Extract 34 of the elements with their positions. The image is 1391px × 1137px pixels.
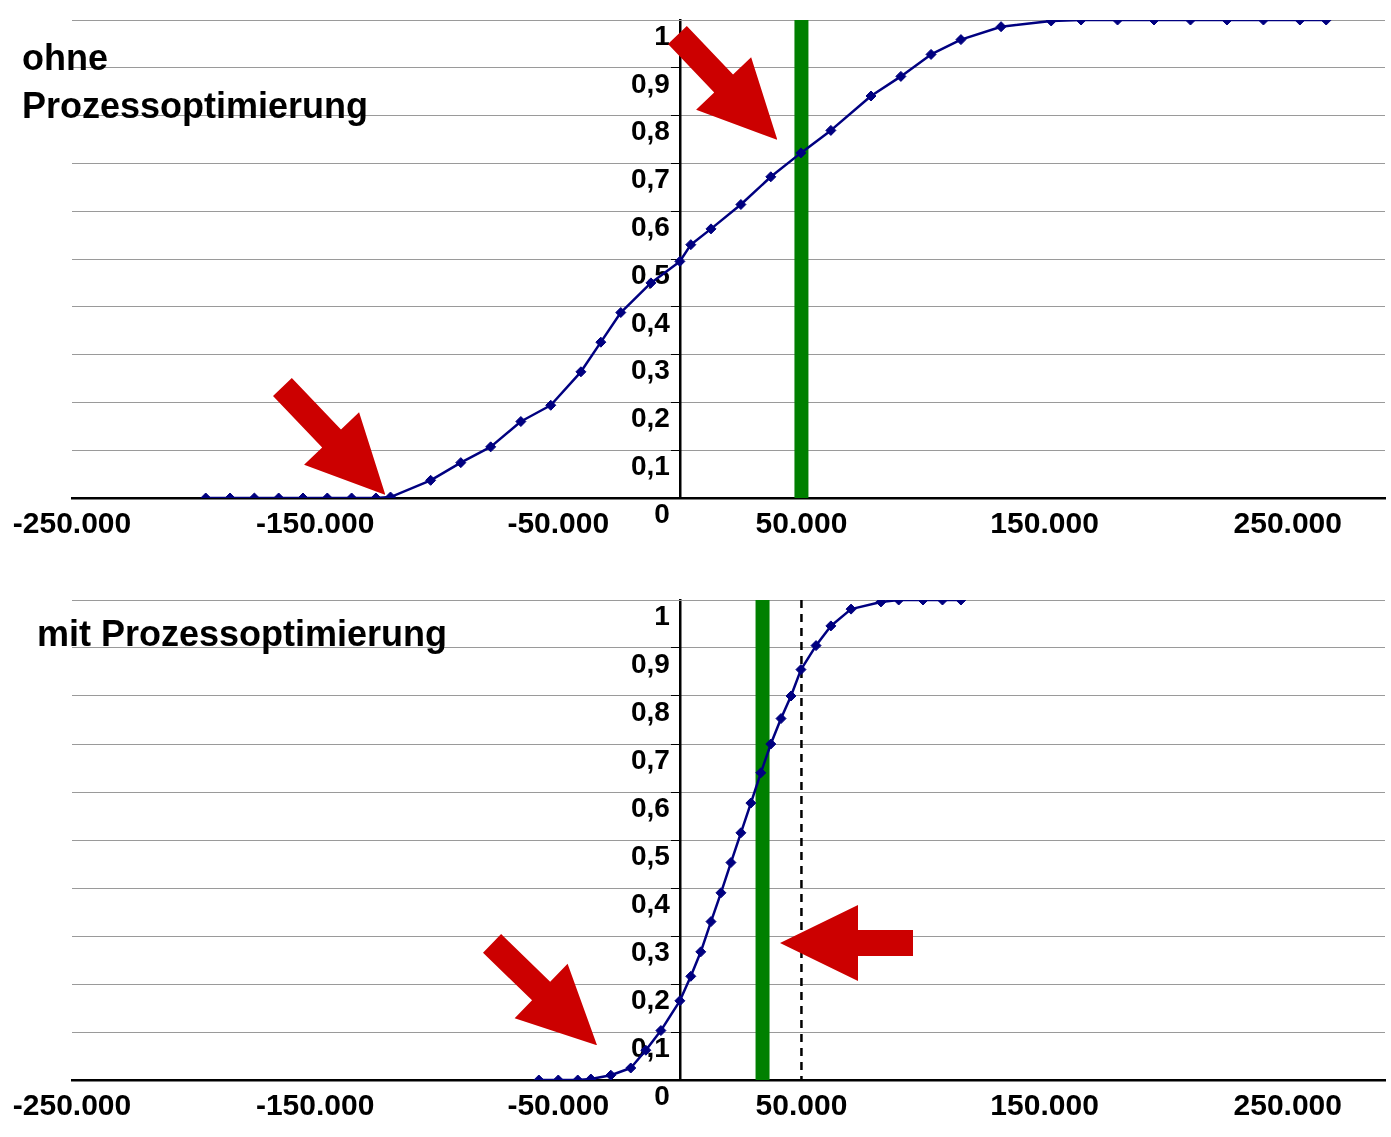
x-tick-label: -250.000: [12, 506, 132, 540]
x-tick-label: -50.000: [507, 1088, 610, 1122]
y-tick-label: 0,3: [630, 935, 670, 967]
y-tick-label: 0,2: [630, 983, 670, 1015]
y-tick-label: 0,3: [630, 354, 670, 386]
y-tick-label: 0,7: [630, 163, 670, 195]
y-tick-label: 0: [654, 1079, 670, 1111]
y-tick-label: 0: [654, 497, 670, 529]
x-tick-label: -250.000: [12, 1088, 132, 1122]
y-tick-label: 0,7: [630, 743, 670, 775]
y-tick-label: 0,8: [630, 695, 670, 727]
text: ohne Prozessoptimierung: [22, 36, 370, 128]
y-tick-label: 0,9: [630, 647, 670, 679]
y-tick-label: 0,5: [630, 839, 670, 871]
x-tick-label: 150.000: [990, 506, 1099, 540]
x-tick-label: 250.000: [1233, 1088, 1342, 1122]
x-tick-label: -150.000: [255, 1088, 375, 1122]
y-tick-label: 0,2: [630, 402, 670, 434]
y-tick-label: 1: [654, 19, 670, 51]
y-tick-label: 1: [654, 599, 670, 631]
x-tick-label: 50.000: [755, 506, 848, 540]
chart-title: mit Prozessoptimierung: [37, 612, 449, 656]
y-tick-label: 0,4: [630, 887, 671, 919]
x-tick-label: 50.000: [755, 1088, 848, 1122]
x-tick-label: -50.000: [507, 506, 610, 540]
y-tick-label: 0,6: [630, 210, 670, 242]
y-tick-label: 0,6: [630, 791, 670, 823]
x-tick-label: 250.000: [1233, 506, 1342, 540]
y-tick-label: 0,4: [630, 306, 671, 338]
x-tick-label: -150.000: [255, 506, 375, 540]
y-tick-label: 0,9: [630, 67, 670, 99]
x-tick-label: 150.000: [990, 1088, 1099, 1122]
y-tick-label: 0,8: [630, 115, 670, 147]
y-tick-label: 0,1: [630, 449, 670, 481]
